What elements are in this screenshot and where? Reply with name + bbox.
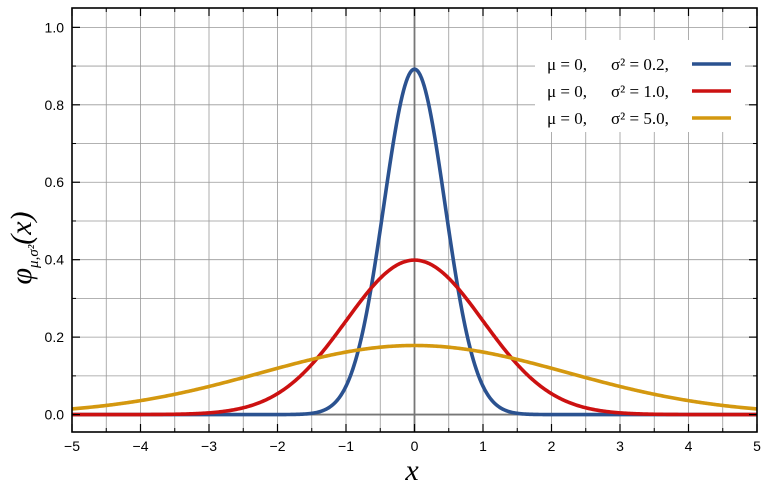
y-tick-label: 1.0 [45,19,65,35]
y-tick-label: 0.6 [45,174,65,190]
ticks: −5 −4 −3 −2 −1 0 1 2 3 4 5 0.0 0.2 0.4 0.6 0.8 1.0 [45,8,761,454]
curve-sigma2-5 [71,343,758,411]
x-tick-label: 2 [548,438,556,454]
curve-sigma2-1 [71,258,758,417]
x-tick-label: −4 [133,438,149,454]
x-tick-label: 1 [479,438,487,454]
y-tick-label: 0.4 [45,252,65,268]
legend-mu-label: μ = 0, [547,82,587,101]
curves [71,67,758,417]
x-tick-label: 4 [685,438,693,454]
legend-sigma-label: σ² = 5.0, [611,109,669,128]
y-tick-label: 0.0 [45,407,65,423]
x-tick-label: −2 [270,438,286,454]
y-axis-label-phi: φ [5,268,38,285]
x-tick-label: 5 [753,438,761,454]
x-tick-label: −3 [201,438,217,454]
legend-mu-label: μ = 0, [547,55,587,74]
x-tick-label: 3 [616,438,624,454]
legend-mu-label: μ = 0, [547,109,587,128]
x-tick-label: 0 [411,438,419,454]
x-axis-label: x [404,454,419,487]
legend-sigma-label: σ² = 0.2, [611,55,669,74]
y-axis-label-subscript: μ,σ² [26,244,42,269]
y-axis-label-arg: (x) [5,211,38,244]
x-tick-label: −1 [338,438,354,454]
legend: μ = 0, σ² = 0.2, μ = 0, σ² = 1.0, μ = 0, σ² =… [535,40,745,132]
x-tick-label: −5 [64,438,80,454]
y-axis-label: φμ,σ²(x) [5,211,42,284]
legend-sigma-label: σ² = 1.0, [611,82,669,101]
y-tick-label: 0.2 [45,329,65,345]
y-tick-label: 0.8 [45,97,65,113]
